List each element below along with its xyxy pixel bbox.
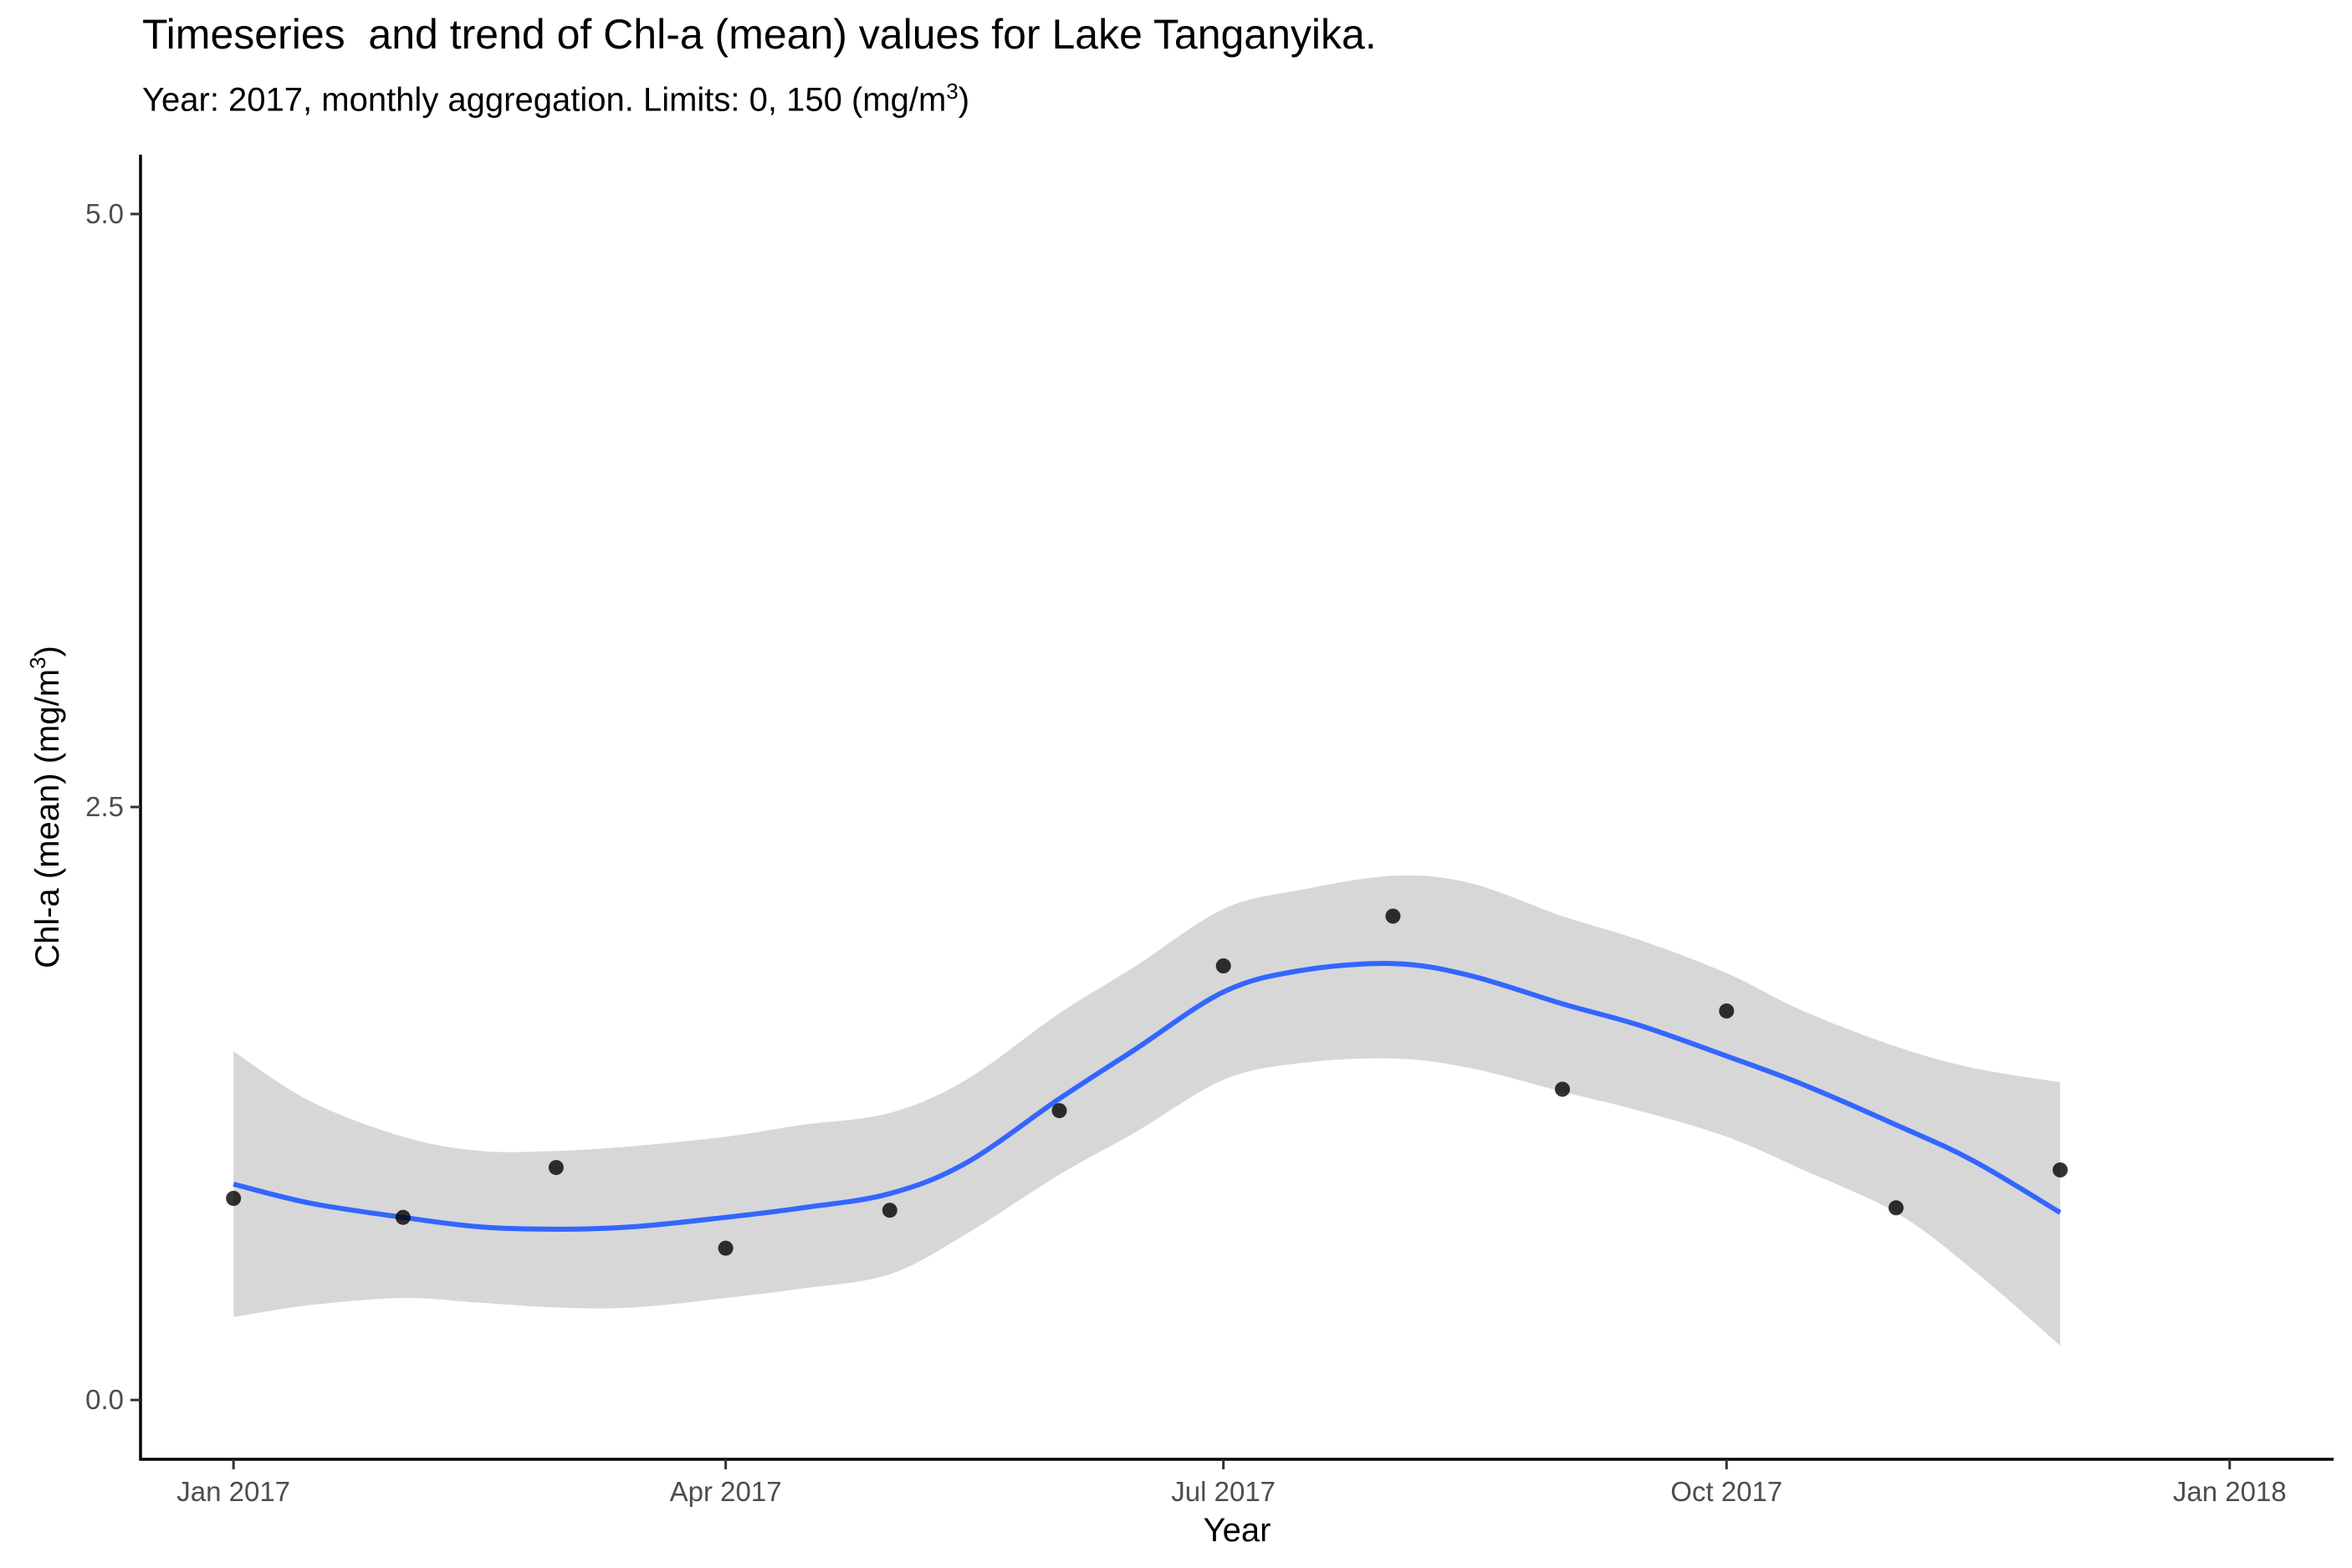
data-point <box>1719 1003 1735 1019</box>
subtitle-suffix: ) <box>958 81 970 119</box>
y-axis-title-text: Chl-a (mean) (mg/m <box>29 669 66 968</box>
subtitle-superscript: 3 <box>946 79 959 104</box>
data-point <box>1051 1103 1067 1119</box>
data-point <box>718 1240 734 1256</box>
y-tick-label: 0.0 <box>85 1384 124 1415</box>
subtitle-text: Year: 2017, monthly aggregation. Limits:… <box>142 81 947 119</box>
data-point <box>226 1191 242 1206</box>
data-point <box>1385 908 1401 924</box>
data-points-layer <box>226 908 2068 1256</box>
y-tick-label: 2.5 <box>85 791 124 822</box>
confidence-band-layer <box>233 875 2061 1346</box>
y-tick-label: 5.0 <box>85 198 124 229</box>
x-tick-label: Jan 2018 <box>2173 1476 2287 1507</box>
axes: 0.0 2.5 5.0 Jan 2017 Apr 2017 Jul 2017 Oct 201… <box>85 155 2334 1507</box>
y-axis-title-superscript: 3 <box>25 657 50 669</box>
confidence-band <box>233 875 2061 1346</box>
chart-title: Timeseries and trend of Chl-a (mean) val… <box>142 11 1377 58</box>
data-point <box>882 1203 897 1218</box>
y-axis-title-suffix: ) <box>29 646 66 656</box>
x-tick-label: Jan 2017 <box>176 1476 290 1507</box>
data-point <box>1555 1081 1570 1097</box>
data-point <box>548 1160 564 1176</box>
y-axis-title: Chl-a (mean) (mg/m3) <box>25 646 66 968</box>
data-point <box>1888 1200 1904 1216</box>
x-tick-label: Oct 2017 <box>1670 1476 1782 1507</box>
x-tick-label: Apr 2017 <box>670 1476 782 1507</box>
data-point <box>1215 958 1231 973</box>
x-tick-label: Jul 2017 <box>1171 1476 1276 1507</box>
data-point <box>395 1209 411 1225</box>
trend-line-layer <box>233 961 2062 1232</box>
chart-subtitle: Year: 2017, monthly aggregation. Limits:… <box>142 79 969 119</box>
trend-line <box>233 961 2062 1232</box>
x-axis-title: Year <box>1204 1512 1271 1549</box>
data-point <box>2053 1162 2068 1177</box>
